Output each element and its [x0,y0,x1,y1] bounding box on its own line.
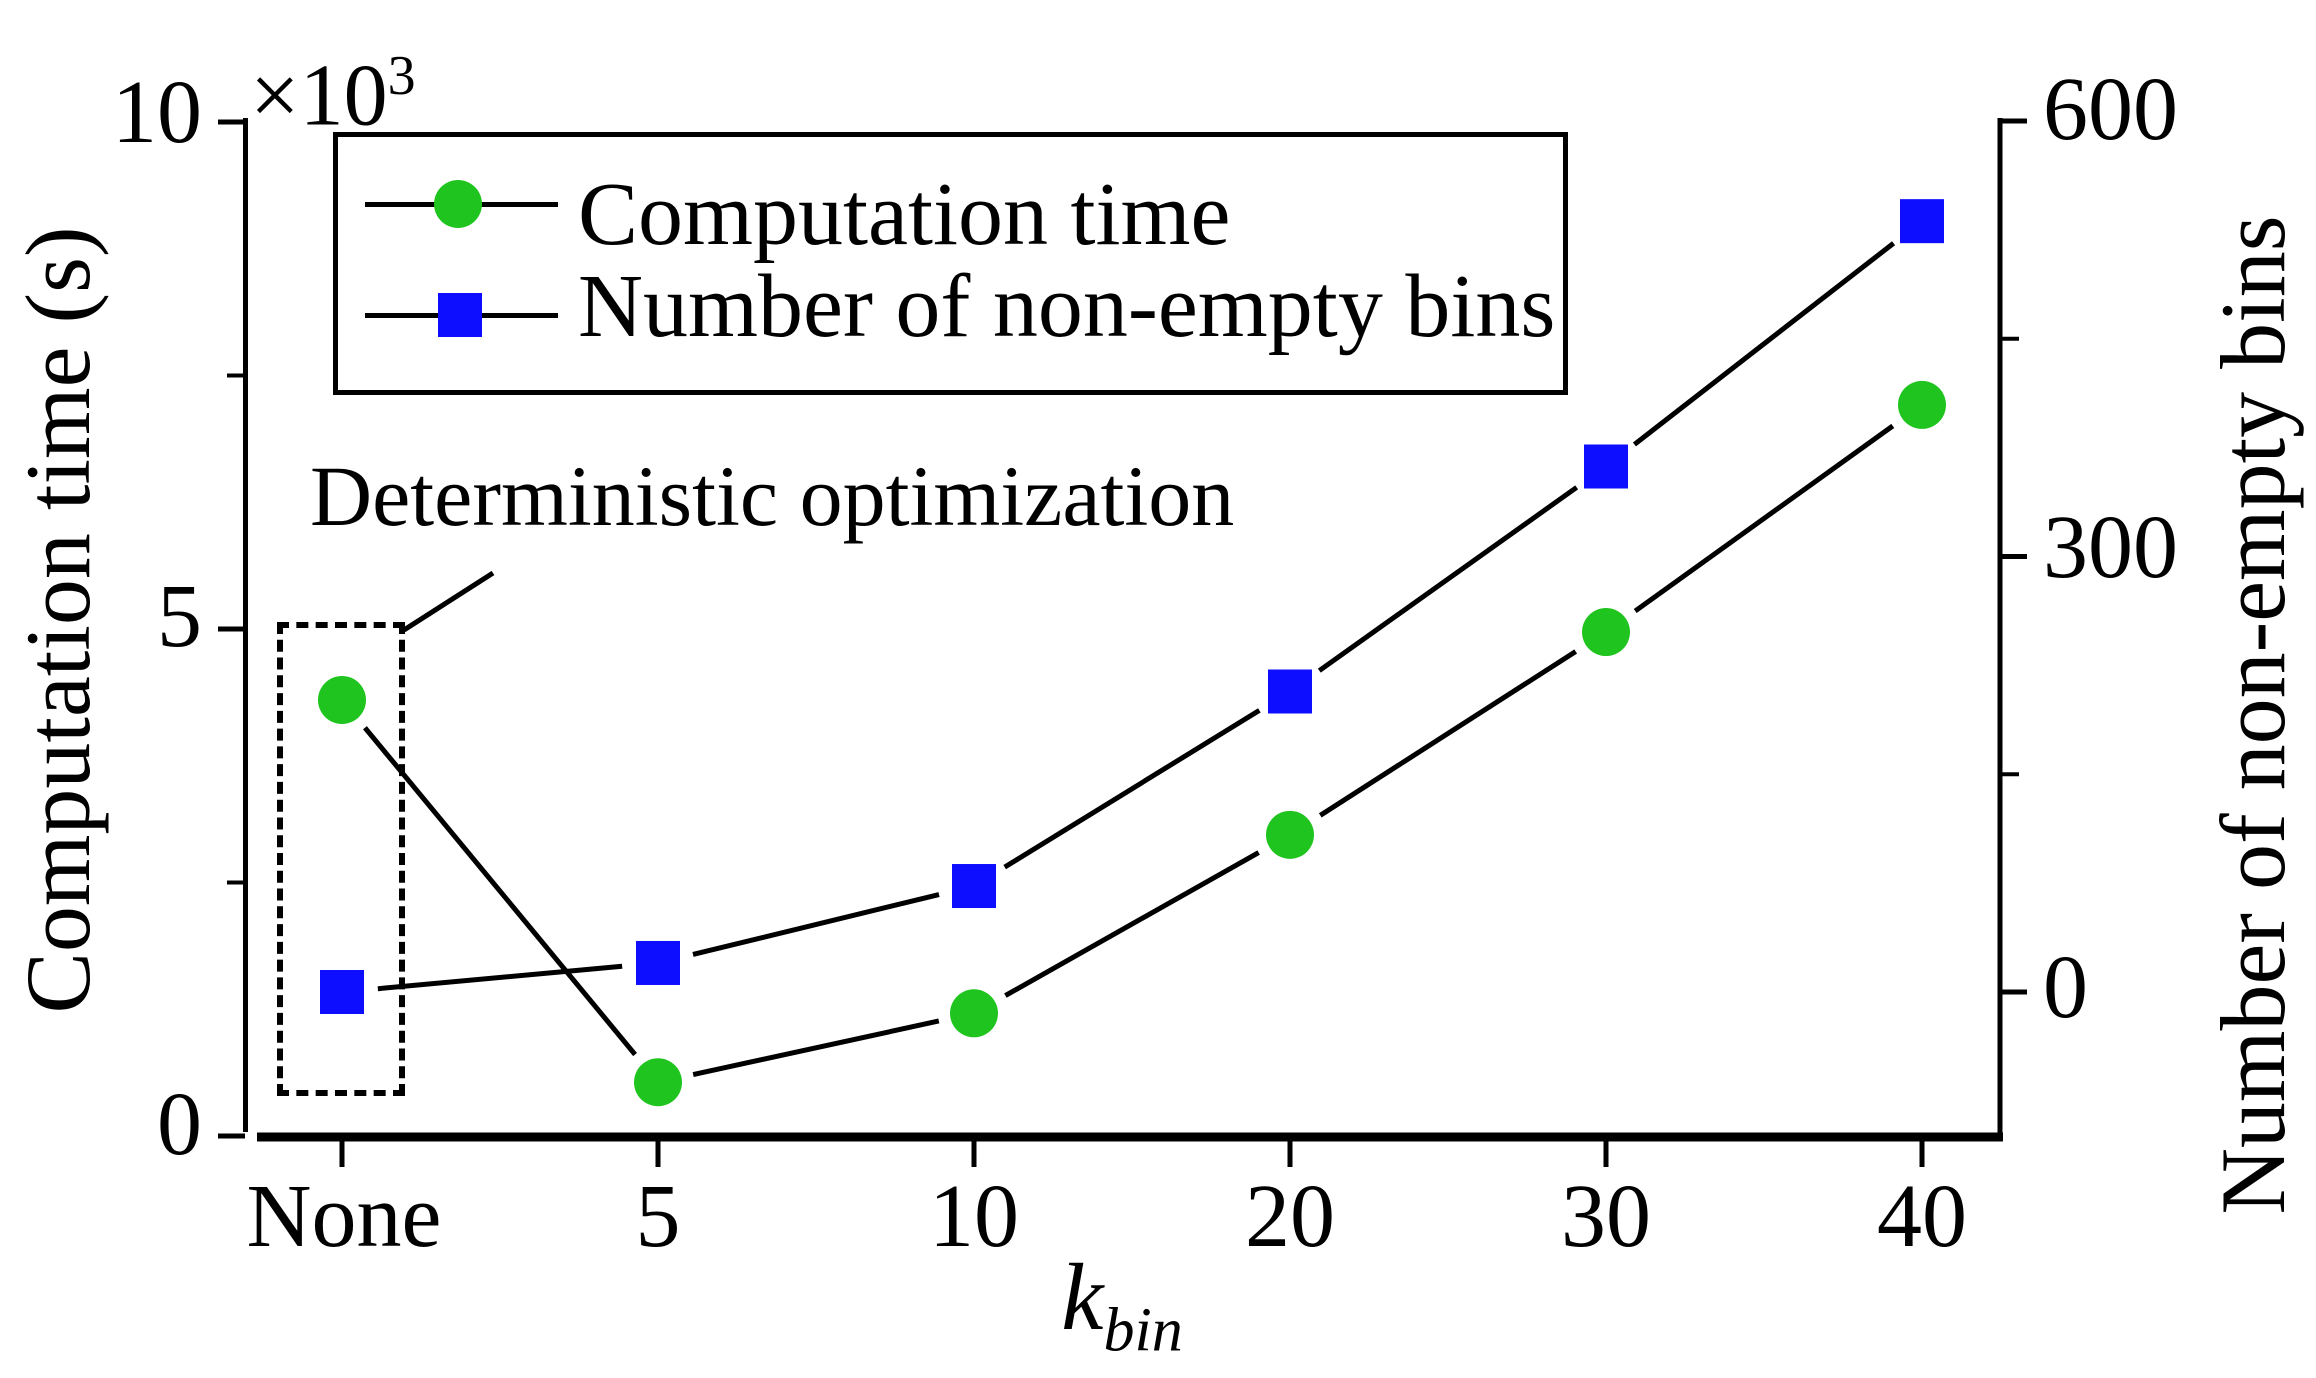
series-segment [1004,850,1260,998]
data-point-square [952,864,996,909]
legend-label-computation-time: Computation time [578,165,1231,264]
data-point-circle [1898,380,1946,429]
x-tick-label-20: 20 [1245,1167,1335,1266]
series-segment [377,963,623,992]
series-segment [1317,485,1579,673]
legend-square-marker-icon [438,293,482,337]
multiplier-base: ×10 [250,47,388,145]
data-point-circle [1266,810,1314,859]
x-tick-label-30: 30 [1561,1167,1651,1266]
data-point-circle [318,675,366,724]
annotation-text: Deterministic optimization [310,448,1235,544]
deterministic-annotation-box [277,622,405,1096]
x-axis-title-subscript: bin [1103,1296,1183,1365]
legend-circle-marker-icon [434,180,482,228]
x-axis-title-base: k [1061,1244,1104,1350]
data-point-square [320,970,364,1014]
x-tick-label-10: 10 [929,1167,1019,1266]
series-segment [1003,708,1261,870]
left-axis-title: Computation time (s) [7,226,109,1014]
right-axis-title: Number of non-empty bins [2202,215,2304,1215]
series-segment [363,726,637,1057]
left-tick-label-5: 5 [157,567,202,666]
series-segment [692,892,940,957]
left-tick-label-10: 10 [112,63,202,162]
series-segment [1318,649,1578,818]
right-tick-label-0: 0 [2043,938,2088,1037]
x-tick-label-none: None [246,1167,442,1266]
data-point-square [1584,444,1628,489]
left-tick-label-0: 0 [157,1075,202,1174]
data-point-circle [950,989,998,1038]
data-point-square [1900,199,1944,244]
data-point-circle [634,1058,682,1107]
x-tick-label-5: 5 [635,1167,681,1266]
x-tick-label-40: 40 [1877,1167,1967,1266]
annotation-leader-line [402,570,495,633]
multiplier-exponent: 3 [387,45,416,107]
left-axis-multiplier: ×103 [250,48,416,140]
data-point-square [636,940,680,985]
data-point-circle [1582,608,1630,657]
legend [333,132,1568,395]
data-point-square [1268,669,1312,714]
legend-label-non-empty-bins: Number of non-empty bins [578,257,1556,356]
series-segment [1633,423,1895,614]
right-tick-label-300: 300 [2043,498,2178,597]
x-axis-title: kbin [922,1250,1322,1362]
series-segment [692,1018,940,1078]
series-segment [1632,241,1896,447]
right-tick-label-600: 600 [2043,60,2178,159]
